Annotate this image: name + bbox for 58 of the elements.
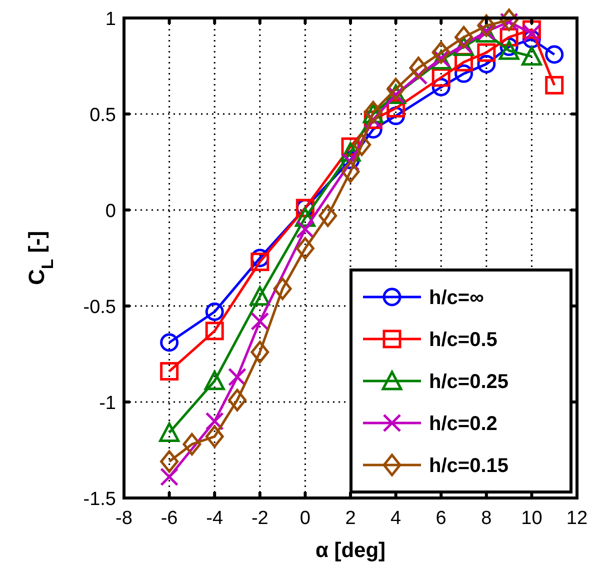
x-tick-label: -4	[206, 508, 224, 529]
point	[521, 46, 542, 66]
point	[500, 8, 518, 32]
point	[318, 204, 338, 228]
point	[160, 333, 179, 352]
point	[454, 64, 473, 83]
x-tick-label: -8	[116, 508, 132, 529]
y-tick-label: 1	[105, 9, 116, 30]
legend-label: h/c=∞	[429, 287, 484, 309]
point	[477, 14, 496, 37]
point	[522, 24, 541, 43]
x-tick-label: 6	[436, 508, 446, 529]
point	[409, 56, 428, 80]
point	[205, 425, 224, 448]
legend-label: h/c=0.25	[429, 371, 509, 393]
x-tick-label: 2	[345, 508, 356, 529]
point	[296, 220, 314, 238]
y-tick-label: -0.5	[83, 297, 116, 318]
point	[545, 76, 564, 94]
legend-label: h/c=0.5	[429, 329, 498, 351]
point	[432, 68, 450, 87]
point	[228, 388, 246, 412]
x-tick-label: 12	[566, 508, 588, 529]
point	[250, 340, 270, 364]
legend-label: h/c=0.15	[429, 455, 509, 477]
point	[160, 450, 179, 473]
y-tick-label: -1.5	[83, 489, 116, 510]
point	[205, 322, 224, 340]
point	[182, 432, 202, 456]
y-tick-label: 0	[105, 201, 116, 222]
x-tick-label: -2	[251, 508, 268, 529]
point	[204, 370, 225, 390]
point	[545, 45, 564, 64]
point	[228, 368, 246, 386]
y-tick-label: 0.5	[90, 105, 116, 126]
point	[477, 43, 496, 62]
x-tick-label: 4	[390, 508, 402, 529]
point	[341, 160, 360, 183]
legend-label: h/c=0.2	[429, 413, 498, 435]
point	[498, 40, 520, 60]
point	[273, 277, 292, 300]
point	[205, 302, 224, 322]
point	[250, 312, 270, 331]
x-tick-label: -6	[160, 508, 178, 529]
point	[250, 252, 270, 272]
x-tick-label: 0	[300, 508, 310, 529]
point	[250, 286, 270, 306]
x-tick-label: 8	[481, 508, 492, 529]
point	[160, 468, 179, 486]
point	[160, 362, 179, 381]
point	[454, 26, 473, 48]
x-tick-label: 10	[521, 508, 542, 529]
y-tick-label: -1	[99, 393, 116, 414]
point	[159, 422, 180, 442]
point	[296, 237, 314, 260]
point	[352, 133, 372, 156]
x-axis-title: α [deg]	[315, 539, 386, 562]
point	[432, 41, 450, 64]
